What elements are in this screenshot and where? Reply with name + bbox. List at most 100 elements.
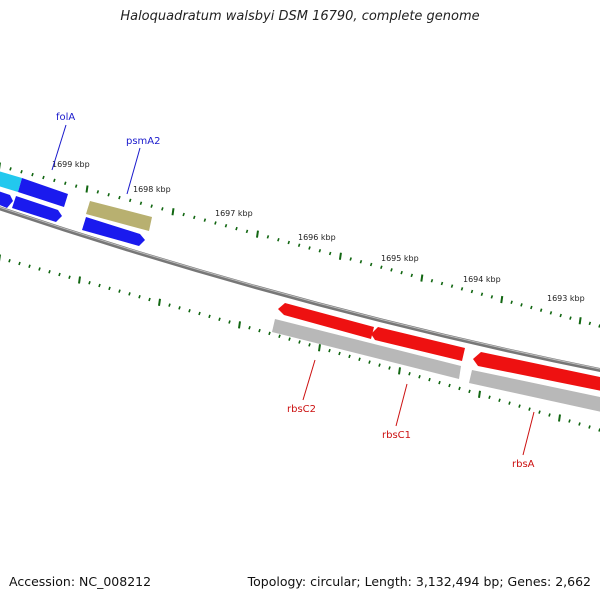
outer-tick-19 bbox=[203, 218, 207, 222]
outer-tick-52 bbox=[539, 308, 543, 312]
inner-tick-15 bbox=[148, 297, 151, 302]
inner-tick-33 bbox=[328, 348, 331, 353]
outer-tick-41 bbox=[430, 279, 434, 283]
inner-tick-36 bbox=[358, 357, 361, 362]
inner-tick-5 bbox=[48, 269, 51, 274]
outer-tick-7 bbox=[74, 184, 78, 188]
inner-tick-22 bbox=[218, 317, 221, 321]
inner-tick-45 bbox=[448, 383, 451, 388]
outer-tick-14 bbox=[150, 204, 153, 208]
inner-tick-34 bbox=[338, 351, 341, 356]
outer-tick-3 bbox=[31, 172, 34, 177]
inner-tick-37 bbox=[368, 360, 371, 364]
outer-tick-37 bbox=[390, 268, 393, 272]
inner-tick-dots bbox=[0, 254, 600, 432]
outer-tick-13 bbox=[139, 201, 143, 206]
reverse-features bbox=[272, 303, 600, 412]
outer-tick-24 bbox=[255, 230, 259, 238]
outer-tick-46 bbox=[480, 292, 484, 296]
cds-grey-1 bbox=[272, 319, 461, 379]
tick-label-4: 1695 kbp bbox=[381, 254, 419, 263]
outer-tick-23 bbox=[245, 229, 249, 234]
accession-text: Accession: NC_008212 bbox=[9, 574, 152, 589]
inner-tick-18 bbox=[178, 306, 181, 310]
gene-label-psmA2: psmA2 bbox=[126, 136, 161, 147]
inner-tick-40 bbox=[398, 367, 401, 375]
inner-tick-41 bbox=[408, 372, 411, 376]
outer-tick-dots bbox=[0, 162, 600, 328]
tick-label-3: 1696 kbp bbox=[298, 233, 336, 242]
inner-tick-48 bbox=[478, 390, 481, 398]
outer-tick-27 bbox=[287, 240, 291, 245]
outer-tick-8 bbox=[85, 185, 89, 193]
outer-tick-55 bbox=[569, 316, 572, 320]
inner-tick-28 bbox=[278, 334, 281, 339]
outer-tick-45 bbox=[470, 289, 474, 294]
tick-label-0: 1699 kbp bbox=[52, 160, 90, 169]
gene-arrow-mid[interactable] bbox=[12, 196, 62, 222]
gene-arrow-foIA[interactable] bbox=[18, 178, 68, 207]
gene-label-rbsC1: rbsC1 bbox=[382, 430, 411, 441]
inner-tick-50 bbox=[498, 398, 501, 402]
inner-tick-49 bbox=[488, 395, 491, 400]
outer-tick-5 bbox=[53, 178, 56, 183]
gene-arrow-psmA2[interactable] bbox=[86, 201, 152, 231]
outer-tick-54 bbox=[559, 313, 562, 318]
outer-tick-16 bbox=[171, 208, 175, 216]
outer-tick-48 bbox=[500, 295, 504, 304]
outer-tick-32 bbox=[338, 252, 342, 260]
inner-tick-11 bbox=[108, 286, 111, 291]
gene-labels: folA psmA2 rbsC2 rbsC1 rbsA bbox=[56, 112, 535, 470]
inner-tick-46 bbox=[458, 386, 461, 391]
gene-arrow-rbsC2[interactable] bbox=[278, 303, 374, 339]
genome-backbone-highlight bbox=[0, 206, 600, 370]
outer-tick-6 bbox=[64, 181, 67, 186]
inner-tick-19 bbox=[188, 308, 191, 313]
tick-label-1: 1698 kbp bbox=[133, 185, 171, 194]
outer-tick-43 bbox=[450, 284, 454, 288]
gene-arrow-rbsC1[interactable] bbox=[371, 327, 465, 361]
outer-tick-53 bbox=[549, 311, 553, 315]
inner-tick-55 bbox=[548, 413, 551, 417]
outer-tick-38 bbox=[400, 270, 403, 275]
inner-tick-58 bbox=[578, 422, 581, 426]
outer-tick-1 bbox=[9, 167, 12, 171]
outer-tick-25 bbox=[266, 235, 270, 239]
tick-label-5: 1694 kbp bbox=[463, 275, 501, 284]
gene-arrow-small-left[interactable] bbox=[0, 190, 13, 208]
inner-tick-1 bbox=[8, 258, 11, 263]
outer-tick-39 bbox=[410, 273, 414, 278]
inner-tick-16 bbox=[158, 298, 161, 306]
inner-tick-23 bbox=[228, 320, 231, 324]
outer-tick-29 bbox=[308, 246, 311, 250]
inner-tick-57 bbox=[568, 419, 571, 423]
outer-tick-12 bbox=[128, 198, 132, 203]
cds-grey-2 bbox=[469, 370, 600, 412]
gene-arrow-cyan[interactable] bbox=[0, 170, 22, 192]
outer-tick-44 bbox=[460, 287, 464, 291]
inner-tick-12 bbox=[118, 289, 121, 293]
tick-label-2: 1697 kbp bbox=[215, 209, 253, 218]
gene-arrow-lower-blue[interactable] bbox=[82, 217, 145, 246]
outer-tick-49 bbox=[510, 300, 513, 304]
tick-label-6: 1693 kbp bbox=[547, 294, 585, 303]
inner-tick-26 bbox=[258, 328, 261, 333]
inner-tick-53 bbox=[528, 407, 531, 411]
inner-tick-21 bbox=[208, 314, 211, 319]
outer-tick-21 bbox=[224, 224, 228, 228]
label-leaders bbox=[51, 124, 535, 456]
outer-tick-11 bbox=[118, 195, 121, 200]
outer-tick-30 bbox=[318, 249, 322, 253]
inner-tick-7 bbox=[68, 275, 71, 279]
inner-tick-8 bbox=[78, 276, 81, 284]
topology-summary: Topology: circular; Length: 3,132,494 bp… bbox=[247, 574, 591, 589]
gene-label-rbsC2: rbsC2 bbox=[287, 404, 316, 415]
inner-tick-44 bbox=[438, 380, 441, 385]
outer-tick-2 bbox=[20, 170, 23, 174]
outer-tick-26 bbox=[277, 237, 280, 242]
gene-arrow-rbsA[interactable] bbox=[473, 352, 600, 391]
inner-tick-43 bbox=[428, 377, 431, 382]
inner-tick-3 bbox=[28, 264, 31, 268]
map-title: Haloquadratum walsbyi DSM 16790, complet… bbox=[120, 9, 480, 24]
